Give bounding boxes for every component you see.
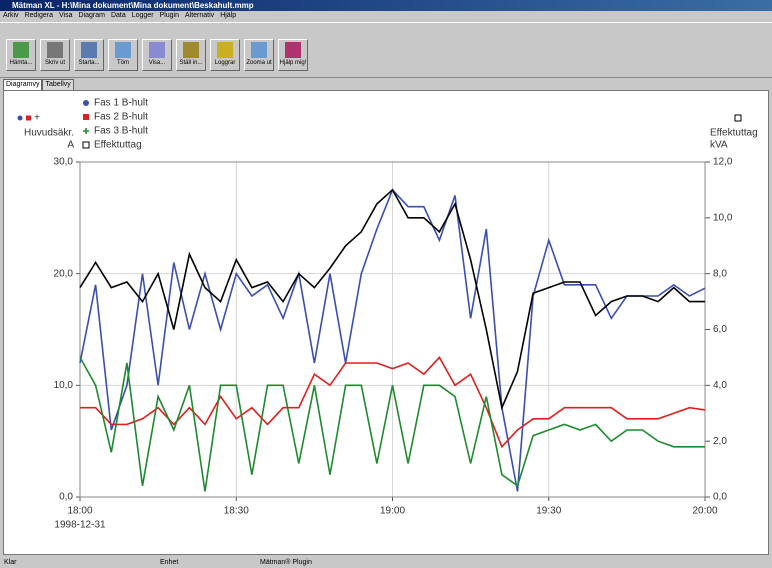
toolbar-button[interactable]: Ställ in... [176, 39, 206, 71]
toolbar-icon [81, 42, 97, 58]
menu-item[interactable]: Hjälp [220, 12, 237, 19]
tab[interactable]: Tabellvy [42, 79, 74, 90]
toolbar-label: Hjälp mig! [279, 60, 307, 66]
toolbar-icon [149, 42, 165, 58]
chart-panel [3, 90, 769, 555]
menu-item[interactable]: Visa [58, 12, 73, 19]
menu-item[interactable]: Plugin [159, 12, 179, 19]
status-field: Enhet [160, 559, 179, 566]
toolbar-label: Zooma ut [246, 60, 272, 66]
tab[interactable]: Diagramvy [3, 79, 43, 90]
menu-item[interactable]: Redigera [24, 12, 53, 19]
toolbar: Hämta... Skriv ut Starta... Töm Visa... Ställ… [0, 22, 772, 78]
menu-item[interactable]: Alternativ [185, 12, 215, 19]
toolbar-button[interactable]: Loggrar [210, 39, 240, 71]
toolbar-label: Visa... [148, 60, 166, 66]
menu-item[interactable]: Arkiv [3, 12, 19, 19]
menu-item[interactable]: Logger [131, 12, 154, 19]
toolbar-label: Skriv ut [44, 60, 65, 66]
toolbar-button[interactable]: Visa... [142, 39, 172, 71]
tabs: Diagramvy Tabellvy [3, 79, 74, 90]
status-field: Klar [4, 559, 17, 566]
toolbar-label: Starta... [78, 60, 100, 66]
toolbar-button[interactable]: Starta... [74, 39, 104, 71]
toolbar-icon [115, 42, 131, 58]
toolbar-label: Ställ in... [179, 60, 203, 66]
menu-bar: Arkiv Redigera Visa Diagram Data Logger Plugin… [0, 11, 772, 21]
toolbar-button[interactable]: Hämta... [6, 39, 36, 71]
toolbar-icon [251, 42, 267, 58]
toolbar-button[interactable]: Hjälp mig! [278, 39, 308, 71]
status-bar: Klar Enhet Mätman® Plugin [0, 558, 772, 568]
toolbar-button[interactable]: Zooma ut [244, 39, 274, 71]
toolbar-icon [13, 42, 29, 58]
toolbar-icon [285, 42, 301, 58]
title-bar: Mätman XL - H:\Mina dokument\Mina dokume… [0, 0, 772, 11]
toolbar-button[interactable]: Skriv ut [40, 39, 70, 71]
toolbar-label: Töm [117, 60, 129, 66]
toolbar-label: Hämta... [9, 60, 33, 66]
toolbar-button[interactable]: Töm [108, 39, 138, 71]
toolbar-icon [183, 42, 199, 58]
toolbar-icon [217, 42, 233, 58]
status-field: Mätman® Plugin [260, 559, 312, 566]
toolbar-label: Loggrar [214, 60, 236, 66]
toolbar-icon [47, 42, 63, 58]
menu-item[interactable]: Diagram [78, 12, 105, 19]
menu-item[interactable]: Data [110, 12, 126, 19]
